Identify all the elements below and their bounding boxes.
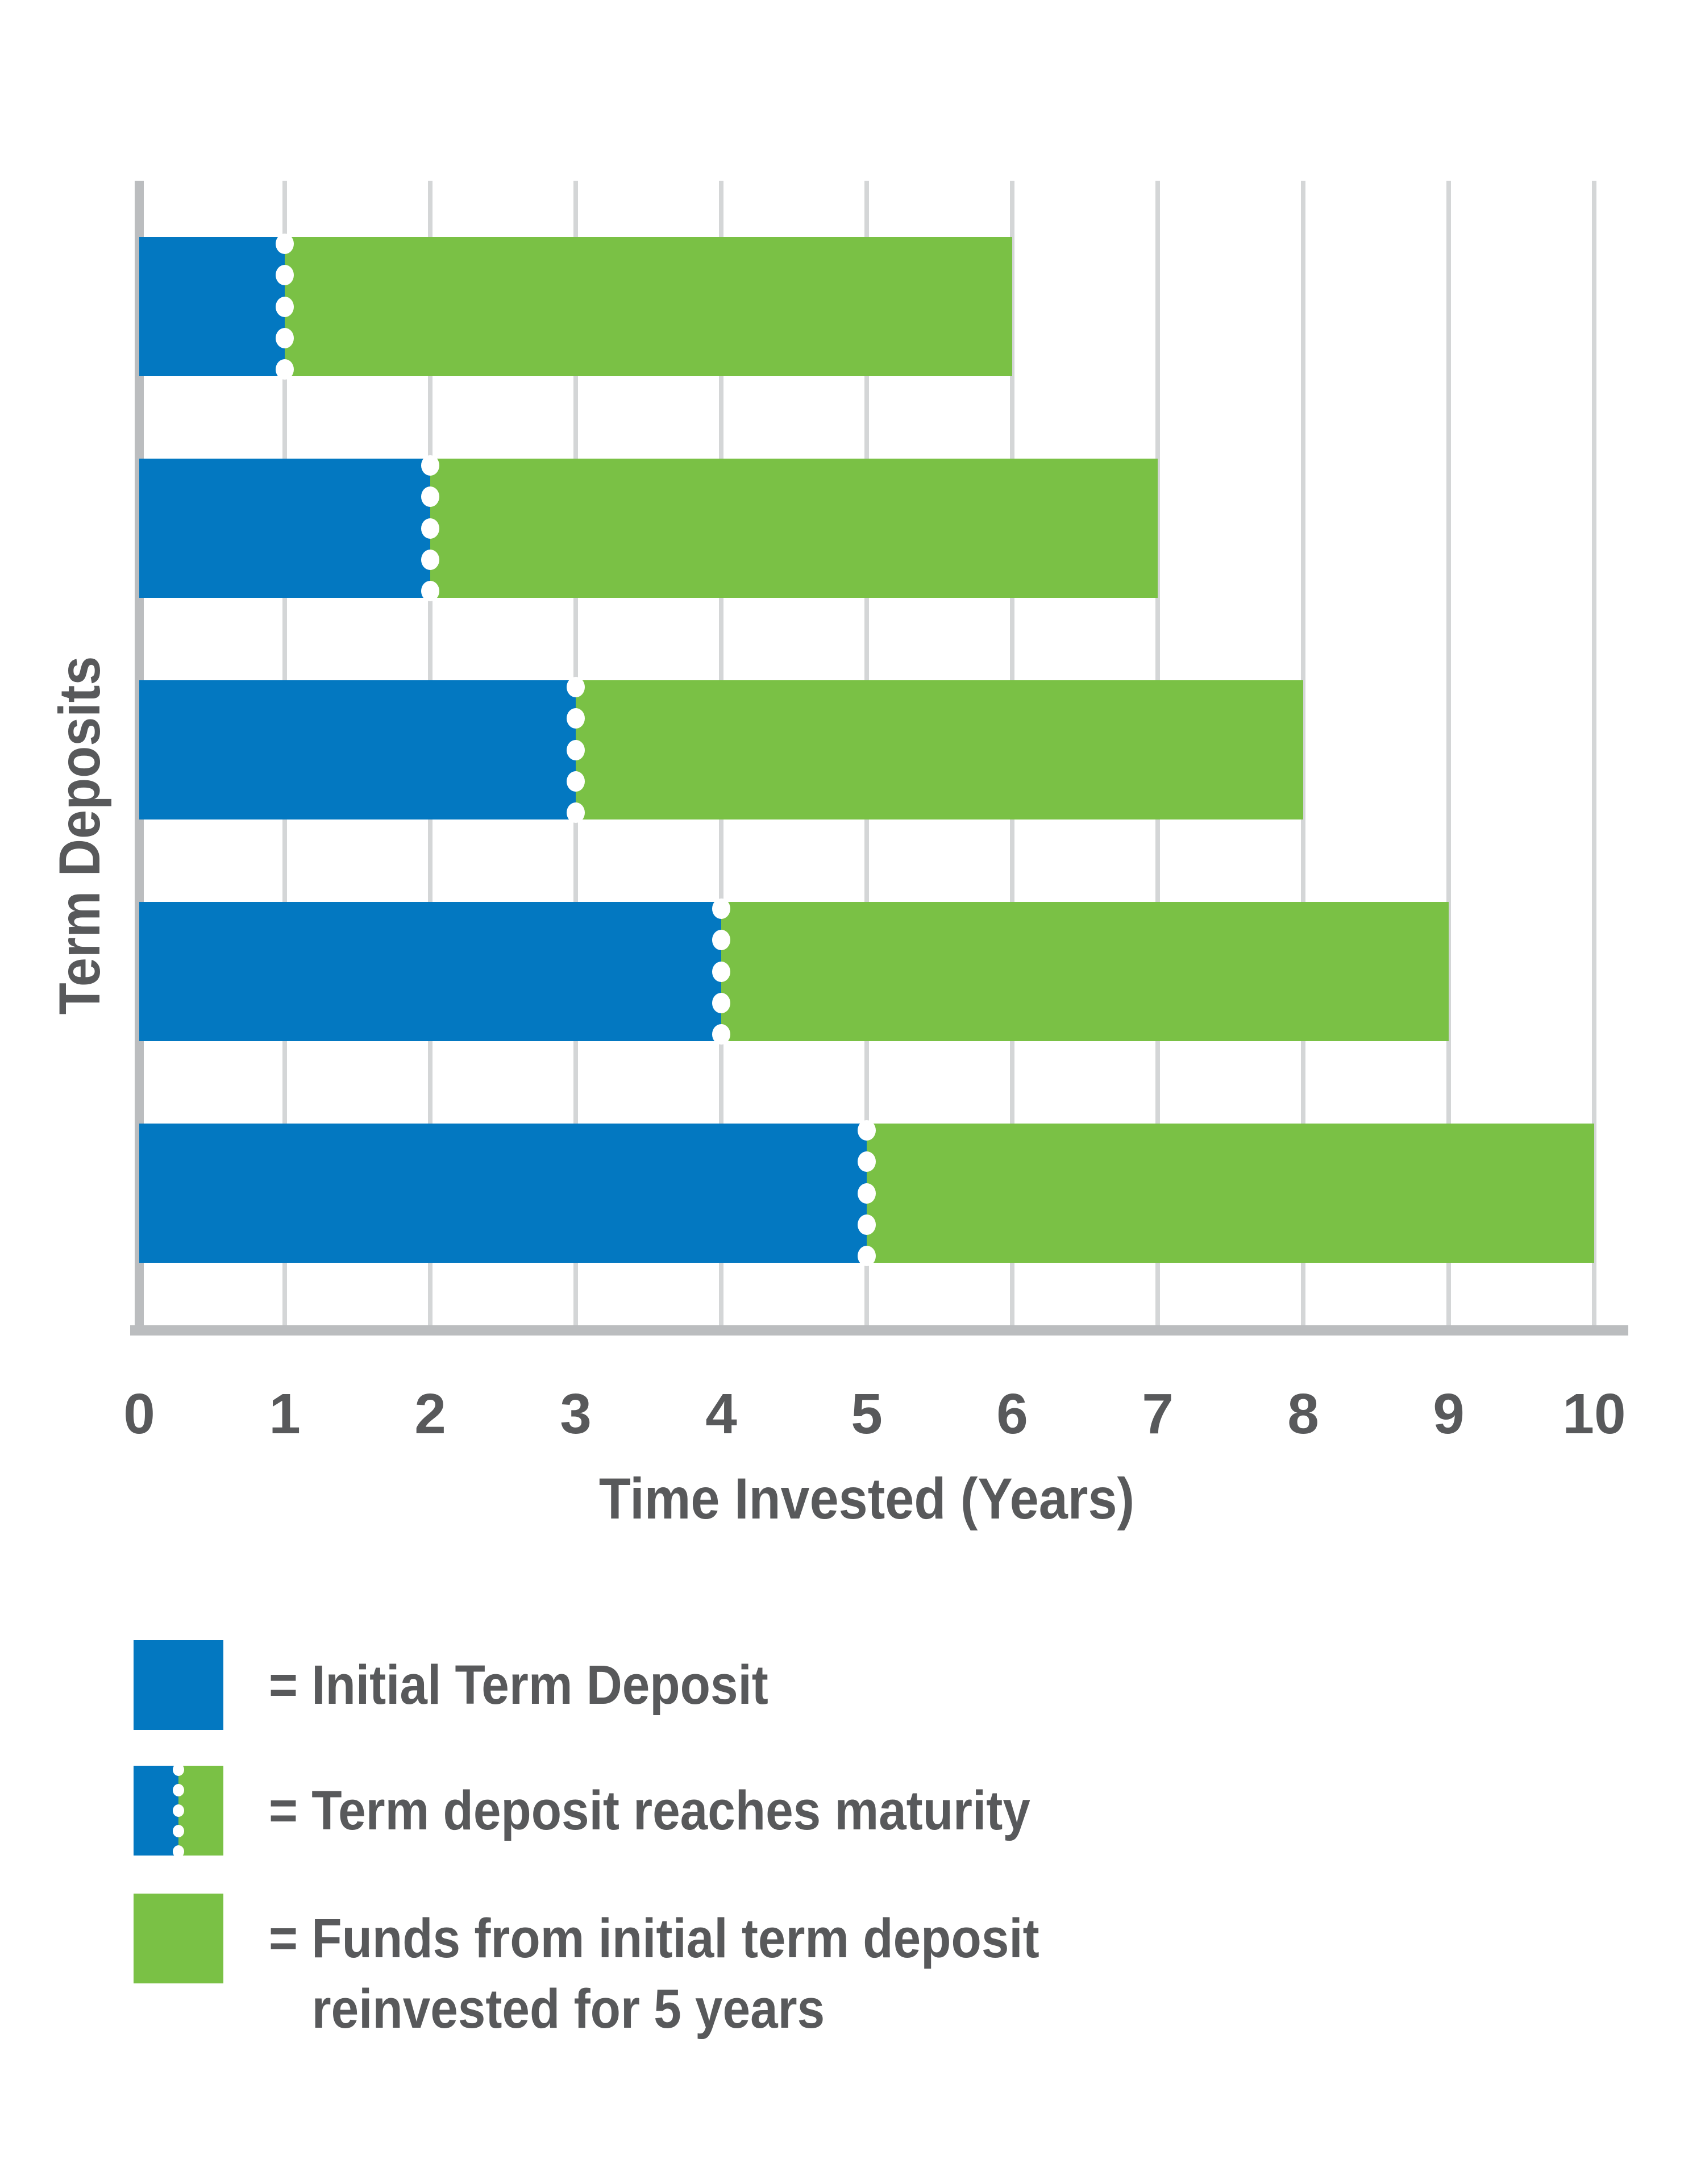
maturity-dot [173,1845,184,1858]
legend-label-funds-reinvested-line2: reinvested for 5 years [311,1978,825,2040]
maturity-dot [276,327,294,348]
bar-row [139,234,1594,380]
maturity-dot [173,1763,184,1776]
maturity-dotted-line [567,677,585,823]
maturity-dot [421,455,439,476]
x-tick-label: 10 [1562,1382,1626,1446]
legend-swatch-term-deposit-reaches-maturity [134,1763,223,1858]
bar-initial-segment [139,459,430,598]
maturity-dot [421,581,439,601]
y-axis-title: Term Deposits [47,656,112,1015]
x-tick-label: 5 [851,1382,883,1446]
x-tick-label: 7 [1142,1382,1174,1446]
bar-reinvested-segment [285,237,1012,376]
bar-row [139,1120,1594,1266]
maturity-dot [567,802,585,823]
x-axis-title: Time Invested (Years) [598,1466,1135,1531]
x-tick-label: 9 [1433,1382,1465,1446]
legend-item-initial-term-deposit: = Initial Term Deposit [134,1640,824,1730]
x-tick-label: 3 [560,1382,592,1446]
maturity-dotted-line [276,234,294,380]
maturity-dot [567,739,585,760]
gridline [1592,181,1596,1325]
maturity-dot [858,1120,876,1141]
bar-initial-segment [139,237,285,376]
legend-label-funds-reinvested-line1: = Funds from initial term deposit [269,1907,1039,1969]
maturity-dot [858,1183,876,1204]
maturity-dot [567,677,585,697]
swatch-blue-half [134,1766,178,1856]
maturity-dot [173,1804,184,1817]
gridline [1301,181,1305,1325]
bar-row [139,455,1594,601]
maturity-dotted-line [421,455,439,601]
maturity-dot [567,771,585,792]
maturity-dotted-line [858,1120,876,1266]
maturity-dot [712,930,730,951]
x-tick-label: 2 [414,1382,446,1446]
maturity-dotted-line [712,898,730,1045]
maturity-dot [712,1024,730,1045]
maturity-dot [858,1151,876,1172]
bar-row [139,677,1594,823]
maturity-dot [276,265,294,286]
maturity-dot [173,1825,184,1837]
maturity-dot [858,1246,876,1266]
legend-label-funds-reinvested: = Funds from initial term deposit reinve… [269,1903,1039,2044]
x-tick-label: 0 [123,1382,155,1446]
bar-reinvested-segment [721,902,1449,1041]
maturity-dot [712,992,730,1013]
x-tick-label: 8 [1287,1382,1319,1446]
bar-row [139,898,1594,1045]
bar-reinvested-segment [430,459,1158,598]
plot-area [130,181,1628,1336]
legend-item-funds-reinvested: = Funds from initial term deposit reinve… [134,1894,1125,2044]
bar-initial-segment [139,902,721,1041]
bar-reinvested-segment [867,1124,1594,1263]
x-tick-label: 6 [996,1382,1028,1446]
legend-swatch-initial-term-deposit [134,1640,223,1730]
maturity-dot [712,961,730,982]
maturity-dot [173,1784,184,1796]
maturity-dot [421,518,439,539]
maturity-dot [421,549,439,570]
maturity-dot [712,898,730,919]
bar-initial-segment [139,680,576,819]
maturity-dot [421,486,439,507]
bar-reinvested-segment [576,680,1303,819]
swatch-green-half [178,1766,223,1856]
legend-label-initial-term-deposit: = Initial Term Deposit [269,1654,768,1716]
bar-initial-segment [139,1124,867,1263]
maturity-dot [276,234,294,254]
legend-label-term-deposit-reaches-maturity: = Term deposit reaches maturity [269,1779,1030,1841]
gridline [1446,181,1451,1325]
maturity-dot [276,296,294,317]
maturity-dot [858,1214,876,1235]
legend: = Initial Term Deposit = Term deposit re… [134,1640,1611,2106]
maturity-dot [276,359,294,380]
legend-item-term-deposit-reaches-maturity: = Term deposit reaches maturity [134,1763,1115,1858]
x-axis-line [130,1325,1628,1336]
swatch-maturity-dotted-line [173,1763,184,1858]
x-tick-label: 1 [269,1382,301,1446]
legend-swatch-funds-reinvested [134,1894,223,1983]
x-tick-label: 4 [705,1382,737,1446]
maturity-dot [567,708,585,729]
